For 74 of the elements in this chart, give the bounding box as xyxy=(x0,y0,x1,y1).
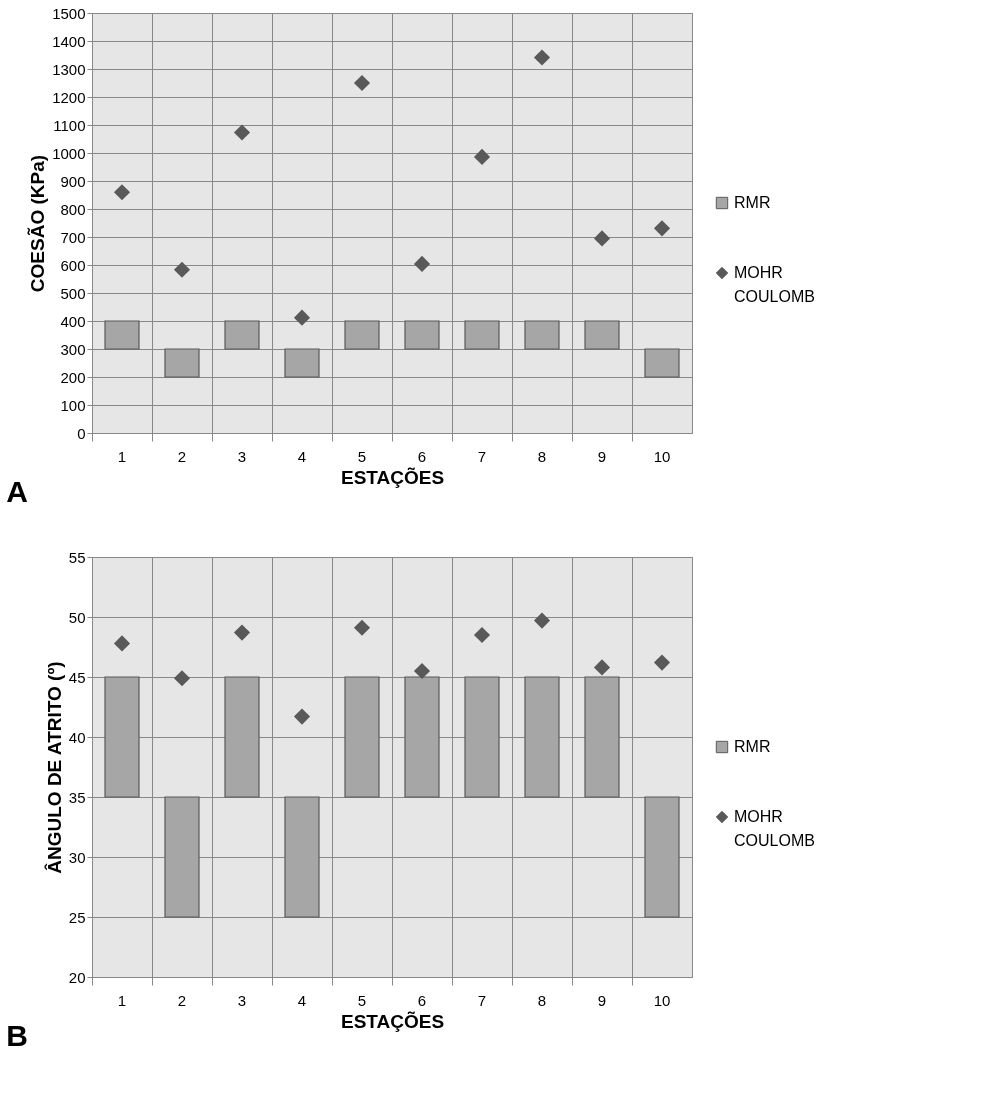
y-tick-label: 30 xyxy=(68,848,86,866)
x-tick-label: 9 xyxy=(597,991,607,1009)
y-tick-label: 1300 xyxy=(52,60,86,78)
point xyxy=(473,148,491,165)
point xyxy=(353,74,371,92)
y-tick-label: 0 xyxy=(77,424,86,442)
point xyxy=(173,670,191,687)
y-tick-label: 900 xyxy=(60,172,86,190)
y-tick-label: 100 xyxy=(60,396,86,414)
point xyxy=(533,49,551,66)
x-tick-label: 3 xyxy=(237,447,247,465)
point xyxy=(113,635,131,652)
x-tick-label: 8 xyxy=(537,447,547,465)
point xyxy=(353,619,371,636)
legend-label: MOHR COULOMB xyxy=(734,264,815,305)
point xyxy=(653,220,671,237)
x-tick-label: 10 xyxy=(653,447,671,465)
y-tick-label: 1500 xyxy=(52,4,86,22)
point xyxy=(233,124,251,141)
y-tick-label: 700 xyxy=(60,228,86,246)
y-tick-label: 45 xyxy=(68,668,86,686)
point xyxy=(473,626,491,644)
y-tick-label: 40 xyxy=(68,728,86,746)
y-tick-label: 200 xyxy=(60,368,86,386)
x-tick-label: 8 xyxy=(537,991,547,1009)
y-tick-label: 35 xyxy=(68,788,86,806)
y-tick-label: 600 xyxy=(60,256,86,274)
x-tick-label: 1 xyxy=(117,447,127,465)
x-tick-label: 4 xyxy=(297,991,307,1009)
point xyxy=(293,309,311,326)
y-tick-label: 55 xyxy=(68,548,86,566)
y-tick-label: 500 xyxy=(60,284,86,302)
point xyxy=(533,612,551,629)
legend-label: MOHR COULOMB xyxy=(734,808,815,849)
y-tick-label: 1200 xyxy=(52,88,86,106)
y-tick-label: 50 xyxy=(68,608,86,626)
y-tick-label: 400 xyxy=(60,312,86,330)
y-tick-label: 1000 xyxy=(52,144,86,162)
point xyxy=(593,230,611,247)
x-tick-label: 5 xyxy=(357,447,367,465)
x-tick-label: 5 xyxy=(357,991,367,1009)
y-tick-label: 800 xyxy=(60,200,86,218)
point xyxy=(593,659,611,676)
x-tick-label: 7 xyxy=(477,447,487,465)
text: A xyxy=(6,475,28,508)
y-axis-title: ÂNGULO DE ATRITO (º) xyxy=(43,661,65,874)
x-tick-label: 9 xyxy=(597,447,607,465)
y-tick-label: 20 xyxy=(68,968,86,986)
point xyxy=(113,184,131,201)
y-tick-label: 25 xyxy=(68,908,86,926)
x-tick-label: 7 xyxy=(477,991,487,1009)
point xyxy=(413,662,431,680)
x-tick-label: 6 xyxy=(417,991,427,1009)
point xyxy=(293,708,311,725)
point xyxy=(413,255,431,272)
text: B xyxy=(6,1019,28,1052)
point xyxy=(653,654,671,671)
x-tick-label: 4 xyxy=(297,447,307,465)
legend-label: RMR xyxy=(734,738,771,755)
y-tick-label: 1400 xyxy=(52,32,86,50)
y-axis-title: COESÃO (KPa) xyxy=(27,154,49,293)
x-axis-title: ESTAÇÕES xyxy=(340,1010,445,1032)
x-tick-label: 10 xyxy=(653,991,671,1009)
y-tick-label: 300 xyxy=(60,340,86,358)
x-axis-title: ESTAÇÕES xyxy=(340,466,445,488)
y-tick-label: 1100 xyxy=(53,116,86,134)
x-tick-label: 2 xyxy=(177,447,187,465)
legend-label: RMR xyxy=(734,194,771,211)
x-tick-label: 6 xyxy=(417,447,427,465)
x-tick-label: 1 xyxy=(117,991,127,1009)
x-tick-label: 3 xyxy=(237,991,247,1009)
point xyxy=(233,624,251,641)
point xyxy=(173,261,191,278)
x-tick-label: 2 xyxy=(177,991,187,1009)
